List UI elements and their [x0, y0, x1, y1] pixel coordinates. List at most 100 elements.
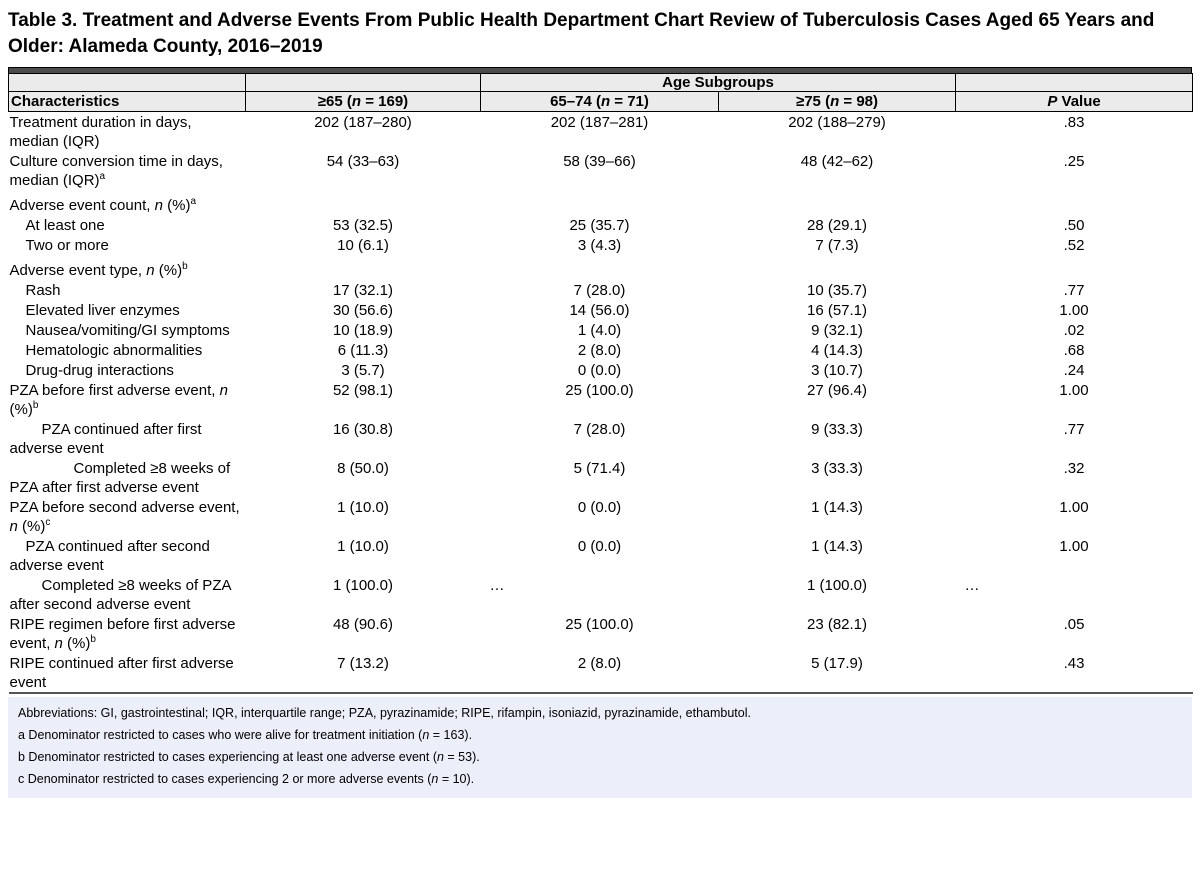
table-top-bar	[8, 67, 1192, 73]
cell-value	[956, 190, 1193, 215]
cell-value: 202 (187–281)	[550, 114, 649, 131]
document-page: Table 3. Treatment and Adverse Events Fr…	[8, 10, 1194, 798]
row-label: Treatment duration in days, median (IQR)	[9, 114, 192, 150]
span-header-row: Age Subgroups	[8, 73, 1194, 92]
cell-value: 3 (4.3)	[577, 237, 622, 254]
table-row: Adverse event type, n (%)b	[9, 255, 1193, 280]
table-row: Rash 17 (32.1) 7 (28.0) 10 (35.7) .77	[9, 280, 1193, 300]
data-table: Age Subgroups Characteristics ≥65 (n = 16…	[8, 67, 1194, 694]
table-header: Age Subgroups Characteristics ≥65 (n = 16…	[8, 73, 1194, 112]
column-header: ≥75 (n = 98)	[717, 91, 957, 112]
cell-value: 3 (33.3)	[811, 460, 863, 477]
cell-value: 25 (100.0)	[565, 382, 634, 399]
cell-value: 1 (10.0)	[337, 499, 389, 516]
header-spacer	[955, 73, 1194, 92]
age-subgroups-header: Age Subgroups	[479, 73, 957, 92]
table-row: RIPE regimen before first adverse event,…	[9, 614, 1193, 653]
cell-value: .77	[1063, 421, 1085, 438]
header-spacer	[245, 73, 481, 92]
cell-value: 7 (28.0)	[573, 282, 626, 299]
cell-value: .68	[1063, 342, 1085, 359]
column-header: ≥65 (n = 169)	[245, 91, 481, 112]
cell-value: 30 (56.6)	[332, 302, 394, 319]
cell-value: 52 (98.1)	[332, 382, 394, 399]
cell-value: .24	[1063, 362, 1085, 379]
cell-value	[719, 255, 956, 280]
row-label: Drug-drug interactions	[25, 362, 174, 379]
table-row: PZA before second adverse event, n (%)c 1…	[9, 497, 1193, 536]
cell-value: 1 (4.0)	[577, 322, 622, 339]
table-row: Treatment duration in days, median (IQR)…	[9, 112, 1193, 152]
cell-value: .05	[1063, 616, 1085, 633]
row-label: Rash	[25, 282, 61, 299]
column-header-row: Characteristics ≥65 (n = 169) 65–74 (n = 7…	[8, 91, 1194, 112]
cell-value: 17 (32.1)	[332, 282, 394, 299]
cell-value: 1.00	[1059, 302, 1089, 319]
table-row: PZA before first adverse event, n (%)b 52…	[9, 380, 1193, 419]
cell-value: .25	[1063, 153, 1085, 170]
row-label: Completed ≥8 weeks of PZA after first ad…	[9, 460, 231, 496]
cell-value: 8 (50.0)	[337, 460, 389, 477]
cell-value: 0 (0.0)	[577, 499, 622, 516]
row-label: Nausea/vomiting/GI symptoms	[25, 322, 230, 339]
cell-value: .43	[955, 653, 1193, 694]
cell-value: .52	[1063, 237, 1085, 254]
cell-value	[956, 255, 1193, 280]
footnote-line: a Denominator restricted to cases who we…	[18, 728, 473, 742]
row-label: PZA continued after first adverse event	[9, 421, 202, 457]
cell-value: 58 (39–66)	[563, 153, 636, 170]
cell-value: 25 (100.0)	[565, 616, 634, 633]
cell-value: 53 (32.5)	[332, 217, 394, 234]
cell-value: .77	[1063, 282, 1085, 299]
cell-value: 23 (82.1)	[806, 616, 868, 633]
cell-value: .32	[1063, 460, 1085, 477]
cell-value: 0 (0.0)	[577, 362, 622, 379]
row-label: Completed ≥8 weeks of PZA after second a…	[9, 577, 231, 613]
column-header: P Value	[955, 91, 1194, 112]
table-row: Completed ≥8 weeks of PZA after second a…	[9, 575, 1193, 614]
table-row: Adverse event count, n (%)a	[9, 190, 1193, 215]
cell-value: 5 (17.9)	[718, 653, 956, 694]
cell-value: 3 (5.7)	[341, 362, 385, 379]
row-label: RIPE regimen before first adverse event,…	[9, 616, 236, 652]
table-row: RIPE continued after first adverse event…	[8, 653, 1193, 694]
column-header: Characteristics	[8, 91, 246, 112]
cell-value: 10 (35.7)	[806, 282, 868, 299]
cell-value: …	[964, 577, 980, 594]
cell-value: 7 (13.2)	[245, 653, 481, 694]
cell-value: 54 (33–63)	[326, 153, 400, 170]
cell-value: 7 (7.3)	[815, 237, 859, 254]
row-label: At least one	[25, 217, 105, 234]
cell-value: 1 (14.3)	[811, 499, 863, 516]
cell-value: 202 (188–279)	[788, 114, 886, 131]
table-row: Completed ≥8 weeks of PZA after first ad…	[9, 458, 1193, 497]
cell-value: 27 (96.4)	[806, 382, 868, 399]
table-row: PZA continued after second adverse event…	[9, 536, 1193, 575]
row-label: RIPE continued after first adverse event	[8, 653, 246, 694]
cell-value	[246, 255, 481, 280]
cell-value: 48 (90.6)	[332, 616, 394, 633]
footnote-line: Abbreviations: GI, gastrointestinal; IQR…	[18, 706, 751, 720]
table-row: Two or more 10 (6.1) 3 (4.3) 7 (7.3) .52	[9, 235, 1193, 255]
treatment-adverse-events-table: Age Subgroups Characteristics ≥65 (n = 16…	[8, 73, 1194, 694]
cell-value: 5 (71.4)	[573, 460, 626, 477]
cell-value: 10 (6.1)	[337, 237, 389, 254]
cell-value: 10 (18.9)	[332, 322, 394, 339]
cell-value: 1 (10.0)	[337, 538, 389, 555]
cell-value: 1.00	[1059, 538, 1089, 555]
table-body: Treatment duration in days, median (IQR)…	[8, 112, 1193, 694]
row-label: PZA before first adverse event, n (%)b	[9, 382, 228, 418]
cell-value: 14 (56.0)	[569, 302, 630, 319]
cell-value: 1 (100.0)	[332, 577, 394, 594]
table-row: Elevated liver enzymes 30 (56.6) 14 (56.0)…	[9, 300, 1193, 320]
cell-value: 4 (14.3)	[811, 342, 863, 359]
cell-value: .50	[1063, 217, 1085, 234]
cell-value: 1.00	[1059, 499, 1089, 516]
cell-value: 6 (11.3)	[337, 342, 389, 359]
cell-value: 2 (8.0)	[577, 342, 622, 359]
cell-value: 1 (14.3)	[811, 538, 863, 555]
table-title: Table 3. Treatment and Adverse Events Fr…	[8, 10, 1155, 57]
table-row: Nausea/vomiting/GI symptoms 10 (18.9) 1 (4…	[9, 320, 1193, 340]
row-label: Elevated liver enzymes	[25, 302, 180, 319]
footnote-line: b Denominator restricted to cases experi…	[18, 750, 480, 764]
